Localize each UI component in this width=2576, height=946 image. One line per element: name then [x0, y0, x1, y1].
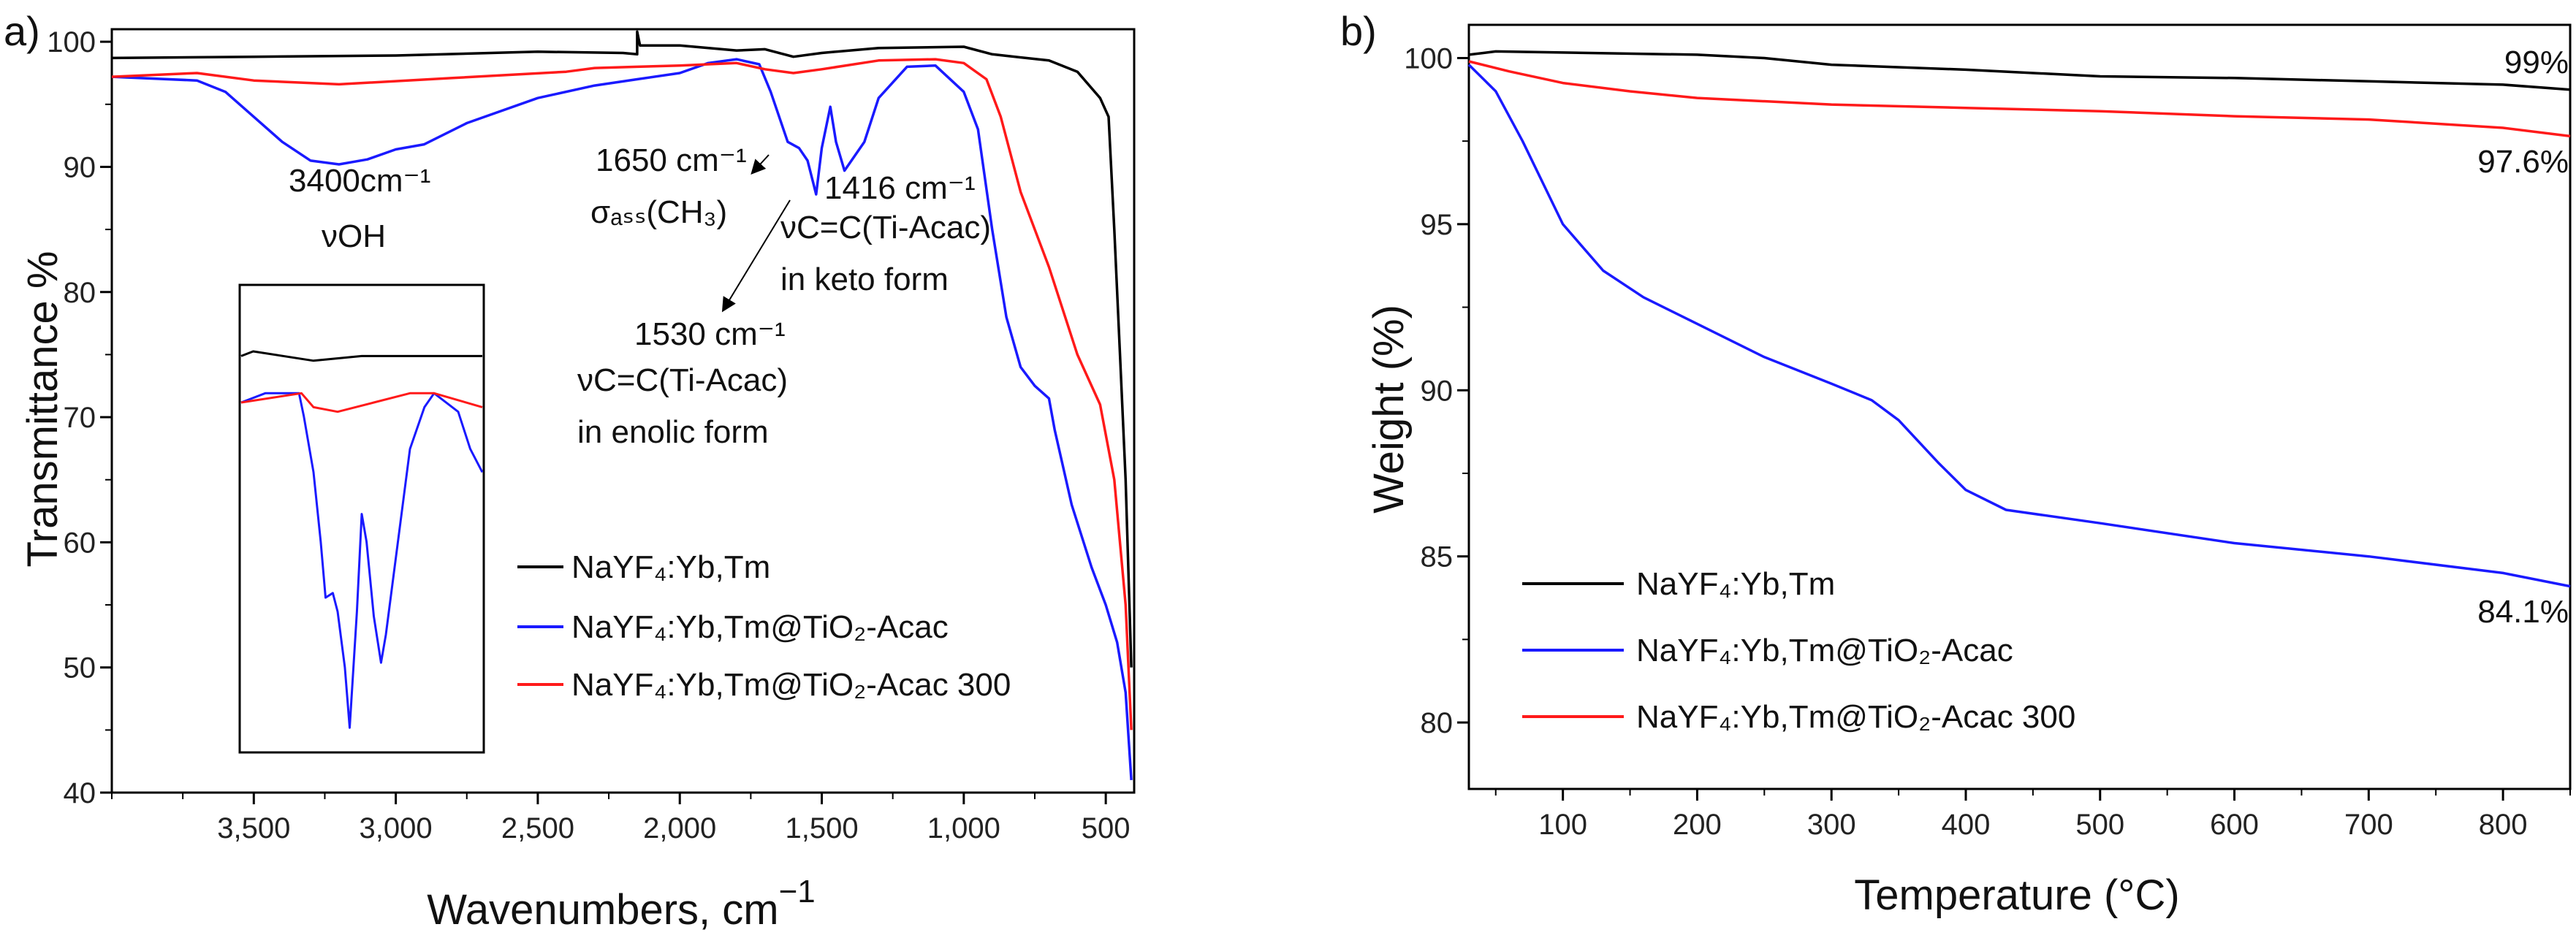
annotation-1650: 1650 cm⁻¹ [596, 142, 747, 178]
panel-a-y-axis-title: Transmittance % [19, 251, 67, 568]
end-label-black: 99% [2504, 45, 2569, 80]
series-line-tio2-acac-300 [111, 58, 1133, 731]
y-tick-label: 40 [64, 777, 96, 809]
end-label-red: 97.6% [2477, 144, 2569, 180]
series-line-tio2-acac [111, 58, 1133, 781]
x-tick-label: 2,500 [501, 812, 574, 844]
x-axis-title-superscript: −1 [779, 874, 816, 909]
inset-line-tio2-acac-300 [240, 392, 483, 413]
inset-line-tio2-acac [240, 392, 484, 729]
legend-label-2: NaYF₄:Yb,Tm@TiO₂-Acac 300 [571, 667, 1011, 703]
panel-b-legend: NaYF₄:Yb,Tm NaYF₄:Yb,Tm@TiO₂-Acac NaYF₄:Yb… [1522, 566, 2075, 735]
annotation-enolic-form: in enolic form [577, 414, 769, 450]
legend-label-1: NaYF₄:Yb,Tm@TiO₂-Acac [571, 609, 949, 645]
x-tick-label: 3,000 [360, 812, 433, 844]
y-tick-label: 85 [1421, 541, 1454, 573]
series-line-nayf4 [111, 30, 1133, 668]
annotation-keto-form: in keto form [780, 262, 949, 297]
x-tick-label: 500 [1082, 812, 1131, 844]
panel-a-ftir-chart: a) 3,500 3,000 2,500 2,000 1,500 1,000 500 40 50… [4, 8, 1136, 934]
x-tick-label: 600 [2210, 809, 2259, 841]
panel-b-plot-frame [1467, 23, 2572, 790]
panel-b-tga-chart: b) 100 200 300 400 500 600 700 800 80 85 90 95 100 W… [1340, 8, 2572, 919]
x-axis-title-text: Wavenumbers, cm [427, 886, 778, 934]
panel-b-label: b) [1340, 8, 1377, 54]
panel-b-y-axis-title: Weight (%) [1365, 305, 1413, 514]
panel-a-plot-frame [110, 28, 1136, 794]
x-tick-label: 700 [2344, 809, 2393, 841]
x-tick-label: 3,500 [217, 812, 290, 844]
x-tick-label: 200 [1673, 809, 1722, 841]
panel-a-label: a) [4, 8, 40, 54]
y-tick-label: 95 [1421, 209, 1454, 241]
y-tick-label: 70 [64, 402, 96, 434]
legend-label-2: NaYF₄:Yb,Tm@TiO₂-Acac 300 [1636, 699, 2075, 735]
x-tick-label: 500 [2075, 809, 2124, 841]
annotation-1416: 1416 cm⁻¹ [824, 170, 976, 206]
x-tick-label: 400 [1942, 809, 1991, 841]
arrow-1650 [751, 154, 770, 175]
inset-line-nayf4 [240, 350, 482, 362]
end-label-blue: 84.1% [2477, 594, 2569, 630]
x-tick-label: 800 [2479, 809, 2528, 841]
arrow-1530 [721, 199, 791, 313]
y-tick-label: 80 [1421, 707, 1454, 739]
legend-label-0: NaYF₄:Yb,Tm [1636, 566, 1835, 602]
y-tick-label: 80 [64, 277, 96, 309]
series-line-tio2-acac [1467, 64, 2571, 588]
x-tick-label: 100 [1538, 809, 1587, 841]
annotation-1530: 1530 cm⁻¹ [634, 316, 786, 352]
inset-frame [238, 283, 485, 754]
annotation-3400: 3400cm⁻¹ [289, 163, 430, 199]
y-tick-label: 90 [64, 151, 96, 183]
series-line-tio2-acac-300 [1468, 60, 2571, 138]
annotation-voh: νOH [322, 218, 386, 254]
legend-label-1: NaYF₄:Yb,Tm@TiO₂-Acac [1636, 633, 2013, 668]
legend-label-0: NaYF₄:Yb,Tm [571, 549, 770, 585]
annotation-keto-vcc: νC=C(Ti-Acac) [780, 210, 991, 245]
panel-b-x-axis-title: Temperature (°C) [1854, 871, 2179, 919]
y-tick-label: 50 [64, 652, 96, 684]
y-tick-label: 100 [1404, 42, 1453, 75]
x-tick-label: 300 [1807, 809, 1856, 841]
annotation-sigma-ch3: σₐₛₛ(CH₃) [590, 194, 727, 230]
panel-a-x-axis-title: Wavenumbers, cm−1 [427, 874, 815, 934]
y-tick-label: 60 [64, 527, 96, 559]
x-tick-label: 1,000 [927, 812, 1000, 844]
annotation-enolic-vcc: νC=C(Ti-Acac) [577, 362, 788, 398]
x-tick-label: 1,500 [785, 812, 858, 844]
x-tick-label: 2,000 [643, 812, 716, 844]
y-tick-label: 90 [1421, 375, 1454, 407]
y-tick-label: 100 [47, 26, 96, 58]
panel-a-legend: NaYF₄:Yb,Tm NaYF₄:Yb,Tm@TiO₂-Acac NaYF₄:Yb… [517, 549, 1011, 703]
series-line-nayf4 [1468, 50, 2571, 91]
